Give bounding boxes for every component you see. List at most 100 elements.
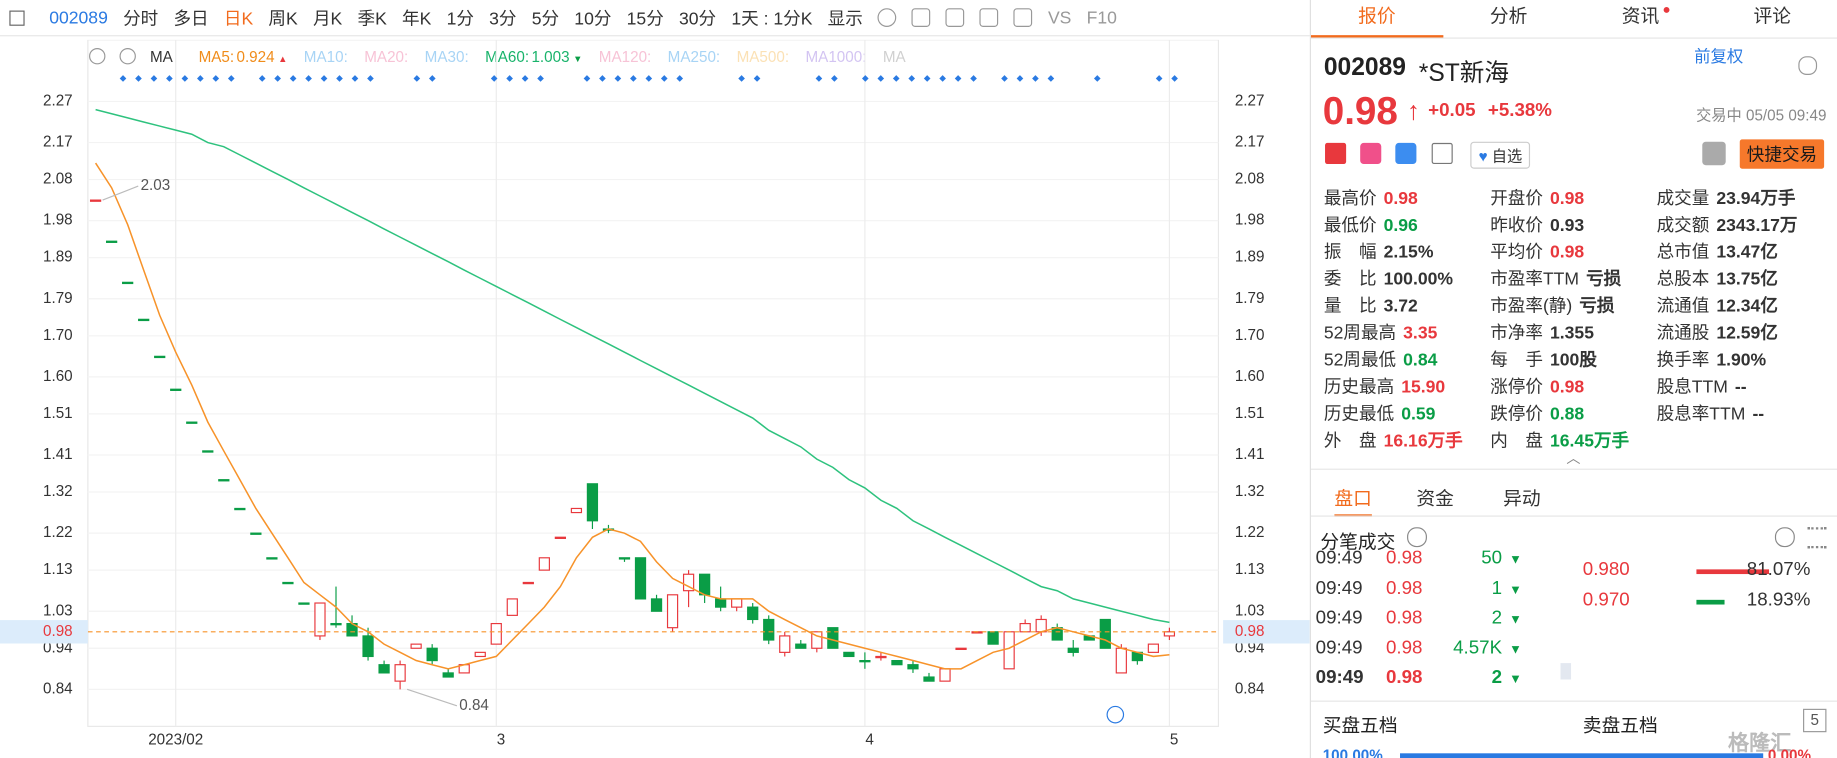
event-marker[interactable] <box>862 75 869 82</box>
stock-code[interactable]: 002089 <box>49 7 108 28</box>
quote-tab[interactable]: 分析 <box>1489 7 1528 27</box>
event-marker[interactable] <box>212 75 220 82</box>
sub-tab[interactable]: 盘口 <box>1334 483 1372 517</box>
event-marker[interactable] <box>954 75 962 82</box>
event-marker[interactable] <box>150 75 158 82</box>
event-marker[interactable] <box>583 75 591 82</box>
event-marker[interactable] <box>753 75 761 82</box>
tag-icon[interactable] <box>1395 142 1417 165</box>
event-marker[interactable] <box>1032 75 1039 82</box>
event-marker[interactable] <box>1171 75 1178 82</box>
event-marker[interactable] <box>413 75 421 82</box>
event-marker[interactable] <box>367 75 374 82</box>
period-tab[interactable]: 周K <box>268 8 298 29</box>
event-marker[interactable] <box>166 75 173 82</box>
event-marker[interactable] <box>831 75 838 82</box>
depth-button[interactable]: 5 <box>1803 708 1827 733</box>
watch-button[interactable]: ♥ 自选 <box>1470 141 1531 169</box>
layout-icon[interactable] <box>9 9 25 26</box>
settings-icon[interactable] <box>878 8 897 27</box>
period-tab[interactable]: 月K <box>312 8 343 29</box>
event-marker[interactable] <box>181 75 189 82</box>
event-marker[interactable] <box>877 75 885 82</box>
event-marker[interactable] <box>274 75 281 82</box>
event-marker[interactable] <box>428 75 436 82</box>
event-marker[interactable] <box>815 75 823 82</box>
event-marker[interactable] <box>506 75 513 82</box>
event-marker[interactable] <box>645 75 653 82</box>
event-marker[interactable] <box>630 75 637 82</box>
event-marker[interactable] <box>660 75 668 82</box>
sub-tab[interactable]: 资金 <box>1416 489 1454 510</box>
y-tick-label: 1.41 <box>43 446 73 463</box>
list-icon[interactable] <box>1807 527 1827 549</box>
event-marker[interactable] <box>939 75 946 82</box>
event-marker[interactable] <box>305 75 312 82</box>
ma-close[interactable] <box>119 48 136 65</box>
ma-item: MA30: <box>425 47 469 65</box>
ma-item: MA500: <box>737 47 790 65</box>
period-tab[interactable]: 日K <box>223 8 254 29</box>
event-marker[interactable] <box>599 75 606 82</box>
event-marker[interactable] <box>908 75 916 82</box>
event-marker[interactable] <box>197 75 204 82</box>
event-marker[interactable] <box>1155 75 1163 82</box>
vs-button[interactable]: VS <box>1047 7 1072 28</box>
event-marker[interactable] <box>676 75 684 82</box>
event-marker[interactable] <box>1047 75 1055 82</box>
event-marker[interactable] <box>351 75 359 82</box>
event-marker[interactable] <box>537 75 544 82</box>
event-icon[interactable] <box>1106 705 1125 724</box>
event-marker[interactable] <box>521 75 529 82</box>
adjust-button[interactable]: 前复权 <box>1694 46 1744 66</box>
expand-caret[interactable]: ︿ <box>1566 449 1581 467</box>
quote-tab[interactable]: 报价 <box>1310 0 1443 38</box>
trade-button[interactable]: 快捷交易 <box>1739 139 1825 169</box>
event-marker[interactable] <box>923 75 931 82</box>
camera-icon[interactable] <box>946 8 965 27</box>
period-tab[interactable]: 分时 <box>123 8 159 29</box>
fullscreen-icon[interactable] <box>1013 8 1033 27</box>
bell-icon[interactable] <box>1702 141 1726 166</box>
event-marker[interactable] <box>336 75 343 82</box>
quote-tab[interactable]: 评论 <box>1753 7 1792 27</box>
event-marker[interactable] <box>614 75 622 82</box>
f10-button[interactable]: F10 <box>1086 7 1117 28</box>
quote-tab[interactable]: 资讯 <box>1575 0 1707 37</box>
event-marker[interactable] <box>1001 75 1008 82</box>
event-marker[interactable] <box>970 75 977 82</box>
event-marker[interactable] <box>258 75 266 82</box>
event-marker[interactable] <box>738 75 745 82</box>
pen-icon[interactable] <box>979 8 999 27</box>
quote-settings[interactable] <box>1798 56 1818 75</box>
event-marker[interactable] <box>1016 75 1024 82</box>
range-select[interactable]: 1天 : 1分K <box>731 8 813 29</box>
info-icon[interactable] <box>1407 527 1427 548</box>
ma-settings[interactable] <box>89 48 106 65</box>
event-marker[interactable] <box>892 75 900 82</box>
period-tab[interactable]: 10分 <box>574 8 612 29</box>
display-select[interactable]: 显示 <box>827 8 863 29</box>
ma-item: MA250: <box>668 47 721 65</box>
period-tab[interactable]: 30分 <box>679 8 717 29</box>
period-tab[interactable]: 多日 <box>173 8 209 29</box>
event-marker[interactable] <box>119 75 127 82</box>
event-marker[interactable] <box>289 75 297 82</box>
ratio-bar <box>1696 599 1725 605</box>
period-tab[interactable]: 5分 <box>531 8 560 29</box>
event-marker[interactable] <box>227 75 235 82</box>
event-marker[interactable] <box>320 75 328 82</box>
box-icon[interactable] <box>912 8 931 27</box>
note-icon[interactable] <box>1431 142 1453 165</box>
period-tab[interactable]: 1分 <box>446 8 474 29</box>
period-tab[interactable]: 年K <box>402 8 432 29</box>
period-tab[interactable]: 季K <box>357 8 387 29</box>
ma-label[interactable]: MA <box>149 47 173 66</box>
event-marker[interactable] <box>1093 75 1101 82</box>
period-tab[interactable]: 3分 <box>489 8 517 29</box>
sub-tab[interactable]: 异动 <box>1503 489 1541 510</box>
more-icon[interactable] <box>1774 527 1795 548</box>
period-tab[interactable]: 15分 <box>626 8 664 29</box>
event-marker[interactable] <box>135 75 142 82</box>
flash-icon[interactable] <box>1360 142 1382 165</box>
